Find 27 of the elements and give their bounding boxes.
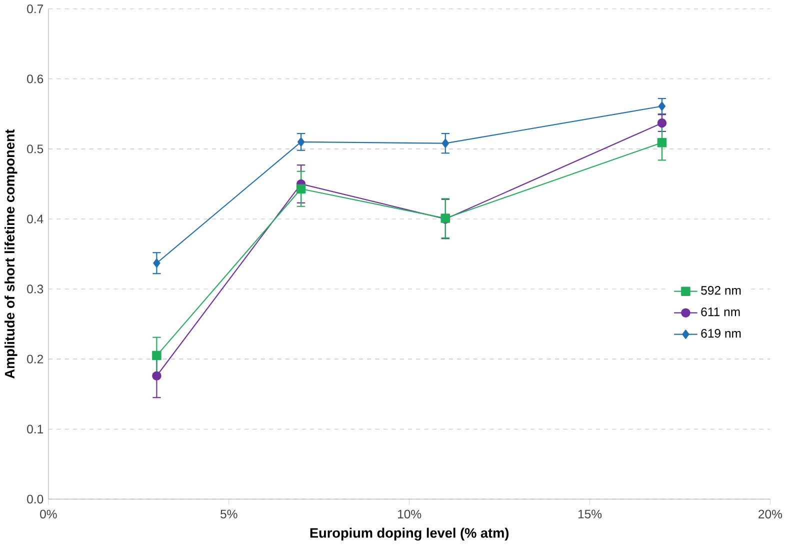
y-tick-label: 0.0	[27, 494, 44, 504]
y-tick-label: 0.7	[27, 4, 43, 14]
point	[657, 138, 667, 148]
legend-label: 619 nm	[701, 328, 741, 338]
y-tick-label: 0.4	[27, 214, 44, 224]
x-axis-title: Europium doping level (% atm)	[310, 528, 509, 541]
x-tick-label: 5%	[220, 510, 238, 518]
legend-label: 611 nm	[701, 307, 740, 316]
x-tick-label: 10%	[398, 510, 422, 518]
x-tick-label: 15%	[578, 510, 602, 518]
point	[296, 184, 306, 194]
point	[658, 102, 666, 111]
y-tick-label: 0.1	[27, 424, 44, 434]
y-axis-title: Amplitude of short lifetime component	[4, 129, 18, 378]
y-tick-label: 0.5	[27, 144, 44, 154]
point	[153, 258, 160, 268]
point	[152, 350, 162, 360]
x-tick-label: 0%	[40, 510, 57, 518]
point	[152, 371, 162, 380]
point	[442, 138, 450, 148]
y-tick-label: 0.3	[27, 284, 44, 294]
legend-label: 592 nm	[701, 286, 741, 295]
y-tick-label: 0.6	[27, 74, 44, 84]
point	[657, 118, 667, 128]
point	[297, 137, 305, 147]
x-tick-label: 20%	[758, 510, 782, 518]
y-tick-label: 0.2	[27, 354, 43, 364]
